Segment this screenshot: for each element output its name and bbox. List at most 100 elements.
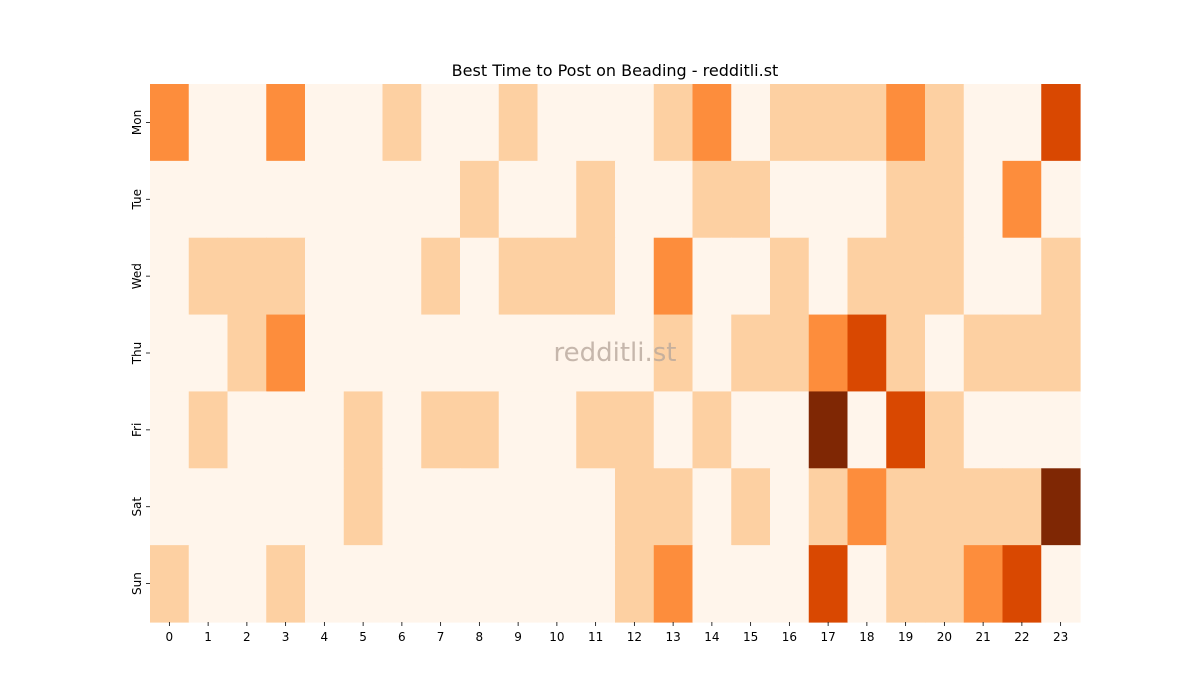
heatmap-cell-thu-19 — [886, 314, 926, 393]
x-tick-label: 18 — [859, 630, 874, 644]
heatmap-cell-wed-10 — [537, 237, 577, 316]
heatmap-cell-tue-12 — [615, 160, 655, 239]
heatmap-cell-wed-21 — [963, 237, 1004, 316]
x-tick-label: 11 — [588, 630, 603, 644]
heatmap-cell-sun-19 — [886, 545, 926, 623]
heatmap-cell-sun-21 — [963, 545, 1004, 623]
heatmap-cell-sat-21 — [963, 468, 1004, 546]
x-tick-label: 21 — [975, 630, 990, 644]
heatmap-cell-fri-0 — [150, 391, 190, 469]
y-tick-label: Sun — [130, 572, 144, 595]
heatmap-cell-tue-22 — [1002, 160, 1042, 239]
heatmap-cell-fri-5 — [343, 391, 384, 469]
heatmap-cell-tue-3 — [266, 160, 306, 239]
x-tick-label: 9 — [514, 630, 522, 644]
heatmap-cell-mon-12 — [615, 84, 655, 162]
watermark: redditli.st — [554, 338, 677, 368]
heatmap-cell-mon-6 — [382, 84, 422, 162]
heatmap-cell-thu-12 — [615, 314, 655, 393]
heatmap-cell-fri-3 — [266, 391, 306, 469]
heatmap-cell-thu-6 — [382, 314, 422, 393]
heatmap-cell-wed-12 — [615, 237, 655, 316]
heatmap-cell-mon-5 — [343, 84, 384, 162]
heatmap-cell-wed-18 — [847, 237, 887, 316]
heatmap-cell-mon-10 — [537, 84, 577, 162]
x-tick-label: 19 — [898, 630, 913, 644]
heatmap-cell-fri-6 — [382, 391, 422, 469]
x-tick-label: 15 — [743, 630, 758, 644]
heatmap-cell-sat-11 — [576, 468, 616, 546]
x-axis-ticks: 0 1 2 3 4 5 6 7 8 9 10 11 12 13 14 15 16 17 18 19 20 21 22 23 — [166, 622, 1068, 644]
heatmap-cell-tue-19 — [886, 160, 926, 239]
heatmap-cell-fri-11 — [576, 391, 616, 469]
heatmap-cell-wed-11 — [576, 237, 616, 316]
heatmap-cell-sat-2 — [227, 468, 267, 546]
x-tick-label: 14 — [704, 630, 719, 644]
heatmap-cell-wed-8 — [460, 237, 500, 316]
x-tick-label: 16 — [782, 630, 797, 644]
heatmap-cell-sun-22 — [1002, 545, 1042, 623]
heatmap-cell-fri-1 — [188, 391, 229, 469]
heatmap-cell-sun-10 — [537, 545, 577, 623]
heatmap-cell-sun-7 — [421, 545, 461, 623]
heatmap-cell-sat-23 — [1041, 468, 1081, 546]
heatmap-cell-sat-14 — [692, 468, 732, 546]
heatmap-cell-tue-5 — [343, 160, 384, 239]
heatmap-cell-wed-1 — [188, 237, 229, 316]
x-tick-label: 20 — [937, 630, 952, 644]
heatmap-cell-sat-22 — [1002, 468, 1042, 546]
y-tick-label: Thu — [130, 342, 144, 366]
x-tick-label: 23 — [1053, 630, 1068, 644]
heatmap-cell-fri-15 — [731, 391, 771, 469]
heatmap-cell-thu-16 — [770, 314, 810, 393]
y-tick-label: Wed — [130, 263, 144, 289]
heatmap-cell-wed-15 — [731, 237, 771, 316]
heatmap-cell-sun-5 — [343, 545, 384, 623]
heatmap-cell-fri-8 — [460, 391, 500, 469]
heatmap-cell-fri-7 — [421, 391, 461, 469]
heatmap-cell-mon-3 — [266, 84, 306, 162]
x-tick-label: 22 — [1014, 630, 1029, 644]
heatmap-cell-mon-21 — [963, 84, 1004, 162]
heatmap-cell-sat-17 — [808, 468, 849, 546]
heatmap-cell-sat-9 — [498, 468, 539, 546]
heatmap-cell-mon-2 — [227, 84, 267, 162]
x-tick-label: 6 — [398, 630, 406, 644]
heatmap-cell-sun-4 — [305, 545, 345, 623]
heatmap-cell-fri-14 — [692, 391, 732, 469]
heatmap-cell-mon-18 — [847, 84, 887, 162]
heatmap-cell-fri-18 — [847, 391, 887, 469]
heatmap-cell-sat-7 — [421, 468, 461, 546]
heatmap-cell-sat-5 — [343, 468, 384, 546]
heatmap-cell-wed-0 — [150, 237, 190, 316]
heatmap-cell-wed-9 — [498, 237, 539, 316]
x-tick-label: 1 — [204, 630, 212, 644]
heatmap-cell-sun-13 — [653, 545, 694, 623]
heatmap-cell-sun-17 — [808, 545, 849, 623]
heatmap-cell-tue-7 — [421, 160, 461, 239]
heatmap-cell-sat-16 — [770, 468, 810, 546]
heatmap-cell-fri-17 — [808, 391, 849, 469]
heatmap-cell-thu-1 — [188, 314, 229, 393]
heatmap-cell-sat-12 — [615, 468, 655, 546]
heatmap-cell-tue-18 — [847, 160, 887, 239]
heatmap-cell-fri-20 — [925, 391, 965, 469]
heatmap-cell-sun-8 — [460, 545, 500, 623]
y-tick-label: Tue — [130, 189, 144, 211]
heatmap-cell-sun-11 — [576, 545, 616, 623]
y-tick-label: Sat — [130, 497, 144, 517]
heatmap-cell-fri-10 — [537, 391, 577, 469]
heatmap-cell-fri-4 — [305, 391, 345, 469]
heatmap-cell-thu-10 — [537, 314, 577, 393]
heatmap-cell-wed-7 — [421, 237, 461, 316]
heatmap-cell-mon-7 — [421, 84, 461, 162]
heatmap-cell-mon-13 — [653, 84, 694, 162]
heatmap-cell-thu-2 — [227, 314, 267, 393]
heatmap-cell-sun-2 — [227, 545, 267, 623]
heatmap-cell-mon-0 — [150, 84, 190, 162]
heatmap-cell-tue-0 — [150, 160, 190, 239]
heatmap-cell-wed-5 — [343, 237, 384, 316]
x-tick-label: 17 — [820, 630, 835, 644]
heatmap-cell-wed-16 — [770, 237, 810, 316]
heatmap-cell-fri-13 — [653, 391, 694, 469]
